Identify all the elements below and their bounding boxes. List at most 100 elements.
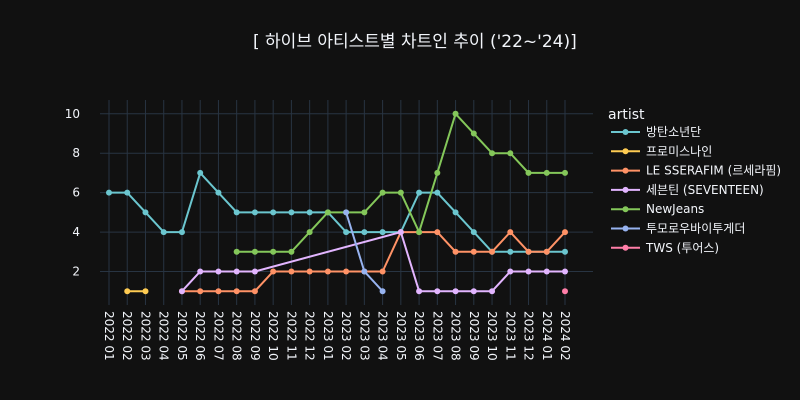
data-point bbox=[416, 190, 422, 196]
data-point bbox=[471, 249, 477, 255]
data-point bbox=[562, 170, 568, 176]
data-point bbox=[307, 209, 313, 215]
x-tick-label: 2023 12 bbox=[522, 311, 536, 361]
data-point bbox=[124, 190, 130, 196]
y-tick-label: 8 bbox=[72, 146, 80, 160]
legend-label: LE SSERAFIM (르세라핌) bbox=[646, 164, 781, 178]
data-point bbox=[215, 268, 221, 274]
data-point bbox=[106, 190, 112, 196]
data-point bbox=[544, 249, 550, 255]
x-tick-label: 2023 04 bbox=[376, 311, 390, 361]
data-point bbox=[361, 268, 367, 274]
x-tick-label: 2022 08 bbox=[230, 311, 244, 361]
x-tick-label: 2023 08 bbox=[449, 311, 463, 361]
legend-swatch-marker bbox=[623, 187, 629, 193]
data-point bbox=[489, 150, 495, 156]
data-point bbox=[325, 268, 331, 274]
data-point bbox=[234, 249, 240, 255]
data-point bbox=[544, 268, 550, 274]
legend-item: LE SSERAFIM (르세라핌) bbox=[611, 164, 781, 178]
x-tick-label: 2023 01 bbox=[321, 311, 335, 361]
data-point bbox=[142, 288, 148, 294]
x-tick-label: 2022 12 bbox=[303, 311, 317, 361]
data-point bbox=[197, 268, 203, 274]
data-point bbox=[215, 288, 221, 294]
legend-swatch-marker bbox=[623, 206, 629, 212]
data-point bbox=[526, 268, 532, 274]
data-point bbox=[161, 229, 167, 235]
data-point bbox=[434, 288, 440, 294]
legend-swatch-marker bbox=[623, 168, 629, 174]
data-point bbox=[434, 190, 440, 196]
x-tick-label: 2022 04 bbox=[157, 311, 171, 361]
data-point bbox=[179, 229, 185, 235]
y-axis-ticks: 2 4 6 8 10 bbox=[65, 107, 80, 279]
data-point bbox=[453, 249, 459, 255]
x-tick-label: 2022 05 bbox=[175, 311, 189, 361]
x-tick-label: 2022 03 bbox=[138, 311, 152, 361]
data-point bbox=[562, 288, 568, 294]
data-point bbox=[380, 288, 386, 294]
data-point bbox=[252, 268, 258, 274]
legend-swatch-marker bbox=[623, 226, 629, 232]
data-point bbox=[507, 150, 513, 156]
data-point bbox=[416, 229, 422, 235]
data-point bbox=[252, 209, 258, 215]
data-point bbox=[270, 268, 276, 274]
legend-label: 방탄소년단 bbox=[646, 125, 701, 139]
data-point bbox=[270, 209, 276, 215]
data-point bbox=[526, 170, 532, 176]
x-tick-label: 2022 01 bbox=[102, 311, 116, 361]
y-tick-label: 4 bbox=[72, 225, 80, 239]
data-point bbox=[343, 209, 349, 215]
data-point bbox=[471, 229, 477, 235]
data-point bbox=[288, 209, 294, 215]
y-tick-label: 10 bbox=[65, 107, 80, 121]
legend-label: 프로미스나인 bbox=[646, 144, 712, 158]
legend-item: 방탄소년단 bbox=[611, 125, 701, 139]
data-point bbox=[380, 229, 386, 235]
series bbox=[106, 111, 568, 294]
data-point bbox=[361, 229, 367, 235]
data-point bbox=[252, 288, 258, 294]
data-point bbox=[124, 288, 130, 294]
x-tick-label: 2022 09 bbox=[248, 311, 262, 361]
legend-item: NewJeans bbox=[611, 202, 704, 216]
data-point bbox=[380, 268, 386, 274]
data-point bbox=[453, 209, 459, 215]
data-point bbox=[562, 249, 568, 255]
data-point bbox=[288, 268, 294, 274]
data-point bbox=[562, 229, 568, 235]
data-point bbox=[434, 229, 440, 235]
y-tick-label: 2 bbox=[72, 264, 80, 278]
data-point bbox=[507, 229, 513, 235]
data-point bbox=[270, 249, 276, 255]
legend-swatch-marker bbox=[623, 129, 629, 135]
x-tick-label: 2022 02 bbox=[120, 311, 134, 361]
x-tick-label: 2023 07 bbox=[430, 311, 444, 361]
data-point bbox=[197, 288, 203, 294]
x-tick-label: 2023 02 bbox=[339, 311, 353, 361]
x-tick-label: 2024 02 bbox=[558, 311, 572, 361]
chart-title: [ 하이브 아티스트별 차트인 추이 ('22~'24)] bbox=[253, 32, 577, 52]
data-point bbox=[380, 190, 386, 196]
series-3 bbox=[179, 229, 568, 294]
y-tick-label: 6 bbox=[72, 186, 80, 200]
data-point bbox=[234, 268, 240, 274]
data-point bbox=[471, 131, 477, 137]
legend-label: NewJeans bbox=[646, 202, 704, 216]
data-point bbox=[197, 170, 203, 176]
data-point bbox=[544, 170, 550, 176]
x-tick-label: 2022 10 bbox=[266, 311, 280, 361]
data-point bbox=[325, 209, 331, 215]
legend-swatch-marker bbox=[623, 245, 629, 251]
x-tick-label: 2023 05 bbox=[394, 311, 408, 361]
series-1 bbox=[124, 288, 148, 294]
x-tick-label: 2023 10 bbox=[485, 311, 499, 361]
data-point bbox=[489, 249, 495, 255]
legend-swatch-marker bbox=[623, 148, 629, 154]
